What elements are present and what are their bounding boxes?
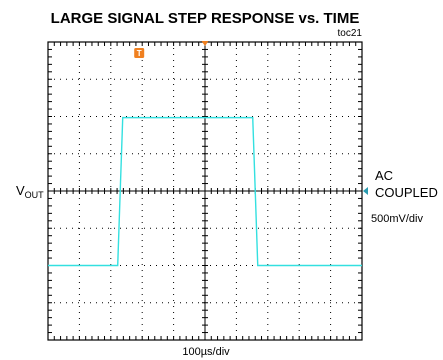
coupling-label-line1: AC xyxy=(375,168,393,183)
vertical-scale: 500mV/div xyxy=(371,213,423,225)
channel-ground-marker xyxy=(363,187,368,195)
y-axis-label-main: V xyxy=(16,183,25,198)
series-trace-0 xyxy=(48,116,362,267)
trace-layer xyxy=(48,116,362,267)
trigger-badge-label: T xyxy=(137,49,142,58)
trigger-position-marker xyxy=(201,41,209,46)
chart-title: LARGE SIGNAL STEP RESPONSE vs. TIME xyxy=(51,10,360,27)
marker-layer: T xyxy=(134,41,368,195)
horizontal-scale: 100µs/div xyxy=(182,346,230,358)
y-axis-label-sub: OUT xyxy=(25,190,45,200)
figure-id: toc21 xyxy=(338,28,363,39)
coupling-label-line2: COUPLED xyxy=(375,185,438,200)
y-axis-label: VOUT xyxy=(16,183,44,200)
trigger-badge xyxy=(134,48,145,58)
